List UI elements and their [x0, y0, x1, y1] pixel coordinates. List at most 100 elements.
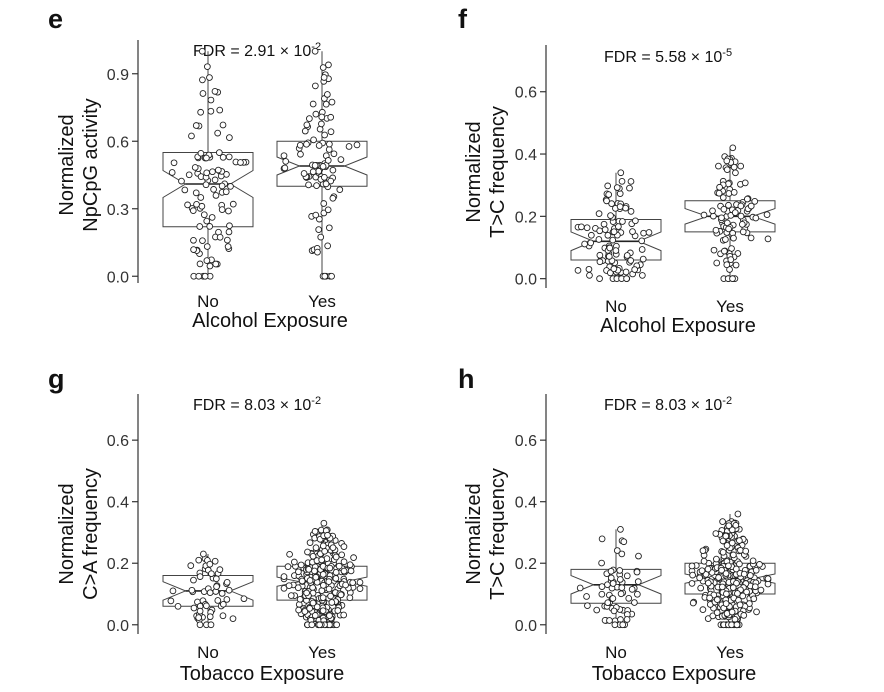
data-point — [296, 595, 304, 603]
data-point — [704, 579, 712, 587]
data-point — [731, 616, 739, 623]
data-point — [312, 110, 320, 118]
data-point — [736, 560, 743, 568]
data-point — [326, 140, 333, 148]
data-point — [638, 237, 646, 245]
data-point — [600, 220, 608, 228]
fdr-label: FDR = 8.03 × 10-2 — [604, 395, 732, 414]
data-point — [306, 605, 314, 612]
data-point — [315, 167, 323, 175]
data-point — [719, 548, 727, 556]
data-point — [309, 168, 317, 176]
data-point — [741, 179, 749, 187]
data-point — [747, 202, 755, 210]
data-point — [340, 558, 348, 566]
data-point — [189, 207, 197, 215]
y-tick-label: 0.9 — [107, 67, 129, 84]
svg-text:T>C frequency: T>C frequency — [487, 106, 509, 238]
data-point — [318, 556, 326, 564]
data-point — [207, 96, 215, 104]
data-point — [718, 583, 726, 591]
data-point — [752, 566, 760, 574]
data-point — [730, 234, 737, 242]
data-point — [634, 578, 642, 585]
data-point — [207, 107, 215, 115]
x-category-label: Yes — [308, 292, 336, 311]
data-point — [319, 64, 327, 71]
data-point — [197, 149, 205, 157]
data-point — [206, 74, 213, 81]
data-point — [738, 221, 746, 228]
data-point — [709, 612, 717, 620]
data-point — [329, 194, 337, 202]
data-point — [699, 547, 707, 555]
y-tick-label: 0.6 — [515, 85, 537, 102]
data-point — [747, 234, 755, 242]
data-point — [223, 596, 231, 603]
data-point — [216, 106, 224, 114]
svg-text:Normalized: Normalized — [463, 121, 485, 222]
x-category-label: Yes — [716, 297, 744, 316]
data-point — [732, 261, 740, 269]
data-point — [593, 606, 601, 614]
data-point — [319, 607, 327, 615]
data-point — [718, 214, 725, 222]
data-point — [318, 113, 326, 121]
data-point — [306, 115, 313, 122]
data-point — [574, 267, 582, 274]
data-point — [628, 586, 636, 593]
data-point — [336, 186, 344, 194]
data-point — [227, 183, 234, 190]
data-point — [604, 599, 612, 607]
data-point — [749, 557, 757, 565]
data-point — [629, 228, 636, 235]
data-point — [713, 596, 721, 604]
data-point — [225, 207, 232, 215]
data-point — [203, 154, 210, 162]
data-point — [740, 612, 748, 619]
data-point — [211, 176, 219, 184]
data-point — [728, 608, 736, 616]
data-point — [601, 226, 609, 234]
data-point — [613, 184, 621, 191]
data-point — [193, 200, 200, 208]
data-point — [346, 594, 354, 602]
data-point — [645, 229, 653, 236]
data-point — [216, 566, 224, 573]
data-point — [311, 47, 319, 55]
data-point — [340, 611, 348, 619]
data-point — [325, 578, 333, 585]
y-axis-label: Normalized T>C frequency — [463, 106, 509, 238]
data-point — [617, 169, 625, 177]
panel-e: e FDR = 2.91 × 10-2 Normalized NpCpG act… — [0, 0, 442, 346]
data-point — [327, 592, 334, 600]
data-point — [312, 82, 319, 90]
panel-f: f FDR = 5.58 × 10-5 Normalized T>C frequ… — [442, 0, 884, 346]
data-point — [356, 579, 364, 586]
data-point — [309, 599, 317, 607]
data-point — [576, 584, 584, 592]
data-point — [603, 197, 610, 205]
data-point — [627, 257, 635, 264]
data-point — [195, 272, 203, 280]
data-point — [197, 108, 204, 116]
data-point — [719, 518, 726, 525]
data-point — [303, 589, 310, 597]
data-point — [188, 586, 196, 594]
data-point — [198, 47, 206, 55]
data-point — [626, 184, 633, 192]
y-axis-label: Normalized NpCpG activity — [56, 98, 102, 231]
y-tick-label: 0.0 — [107, 618, 129, 635]
data-point — [595, 210, 603, 218]
data-point — [319, 163, 327, 170]
data-point — [305, 181, 312, 189]
data-point — [730, 163, 738, 171]
data-point — [332, 553, 340, 561]
data-point — [200, 550, 207, 558]
fdr-label: FDR = 8.03 × 10-2 — [193, 395, 321, 414]
data-point — [328, 98, 336, 106]
data-point — [722, 236, 729, 243]
data-point — [218, 206, 226, 213]
data-point — [609, 580, 617, 587]
data-point — [327, 113, 335, 121]
